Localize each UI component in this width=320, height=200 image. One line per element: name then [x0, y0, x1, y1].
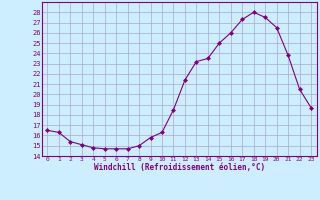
- X-axis label: Windchill (Refroidissement éolien,°C): Windchill (Refroidissement éolien,°C): [94, 163, 265, 172]
